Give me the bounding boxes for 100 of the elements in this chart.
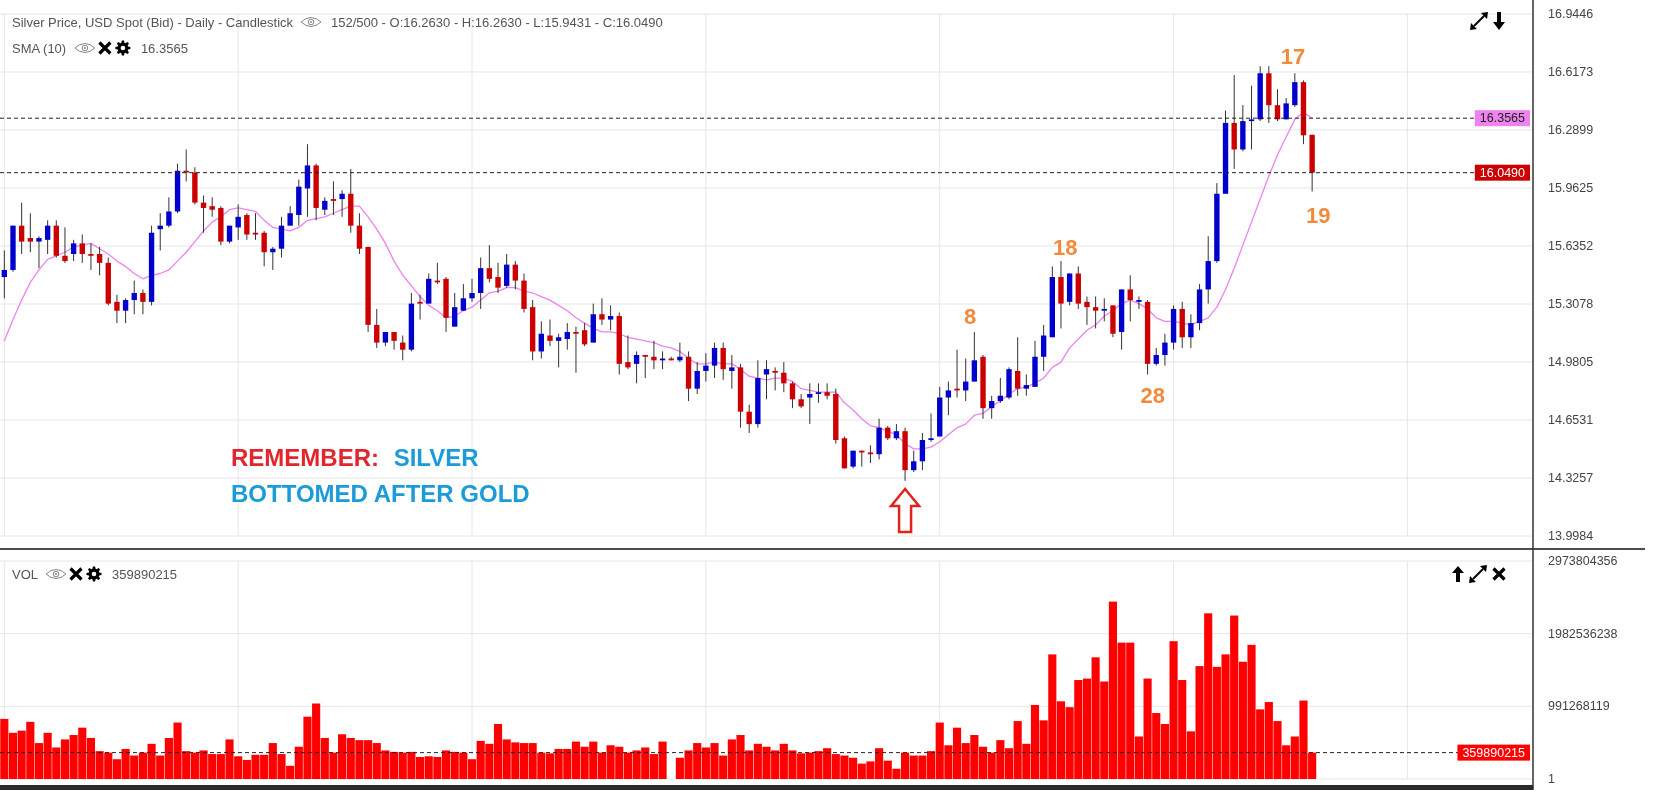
y-tick-label: 2973804356	[1548, 554, 1618, 568]
candlestick	[945, 381, 952, 416]
candlestick	[1014, 336, 1021, 397]
candlestick	[70, 239, 77, 262]
candlestick	[96, 246, 103, 276]
candlestick	[815, 382, 822, 404]
candlestick	[44, 219, 51, 255]
chart-title: Silver Price, USD Spot (Bid) - Daily - Candlestick	[12, 14, 294, 30]
candlestick	[564, 322, 570, 351]
y-tick-label: 14.9805	[1548, 354, 1594, 369]
candlestick	[1136, 296, 1142, 310]
candlestick	[304, 143, 311, 218]
candlestick	[36, 235, 42, 269]
candlestick	[720, 342, 726, 381]
candlestick	[1092, 296, 1099, 329]
candlestick	[503, 253, 510, 289]
candlestick	[209, 196, 215, 218]
candlestick	[244, 212, 250, 241]
candlestick	[694, 361, 700, 395]
candlestick	[512, 260, 519, 290]
candlestick	[235, 203, 241, 241]
candlestick	[772, 366, 778, 391]
candlestick	[625, 335, 631, 370]
candlestick	[114, 294, 120, 324]
candlestick	[729, 354, 735, 390]
candlestick	[452, 292, 458, 328]
candlestick	[599, 297, 605, 326]
candlestick	[633, 350, 640, 384]
candlestick	[911, 450, 917, 473]
annotation: 16.3565	[140, 40, 188, 56]
candlestick	[18, 202, 25, 255]
candlestick	[1040, 324, 1047, 372]
ref-line-label: 16.0490	[1479, 165, 1526, 180]
candlestick	[746, 404, 752, 434]
candlestick	[270, 246, 276, 271]
candlestick	[391, 331, 397, 351]
candlestick	[140, 288, 146, 315]
candlestick	[1023, 373, 1030, 397]
candlestick	[1162, 333, 1168, 367]
candlestick	[122, 297, 129, 324]
candlestick	[1248, 85, 1255, 150]
candlestick	[356, 212, 363, 255]
candlestick	[703, 352, 709, 383]
candlestick	[166, 196, 172, 228]
candlestick	[400, 335, 406, 361]
y-tick-label: 13.9984	[1548, 529, 1594, 543]
candlestick	[1188, 313, 1194, 349]
ref-line-label: 359890215	[1462, 745, 1526, 760]
candlestick	[287, 205, 293, 227]
candlestick	[131, 280, 137, 315]
candlestick	[27, 212, 33, 253]
candlestick	[573, 326, 579, 374]
annotation: 8	[963, 304, 977, 330]
candlestick	[971, 331, 978, 383]
candlestick	[677, 342, 683, 363]
candlestick	[330, 180, 337, 216]
candlestick	[651, 340, 657, 370]
candlestick	[824, 382, 830, 400]
candlestick	[261, 230, 267, 267]
candlestick	[1127, 274, 1133, 322]
ref-line-label: 16.3565	[1479, 111, 1526, 126]
annotation: 19	[1305, 202, 1331, 228]
candlestick	[555, 333, 562, 368]
chart-subtitle: 152/500 - O:16.2630 - H:16.2630 - L:15.9431 - C:16.0490	[331, 14, 663, 30]
candlestick	[252, 212, 259, 241]
annotation: SMA (10)	[12, 40, 67, 56]
y-tick-label: 1	[1548, 772, 1555, 786]
candlestick	[789, 381, 796, 409]
candlestick	[989, 395, 995, 420]
candlestick	[1101, 297, 1107, 322]
annotation: REMEMBER: SILVER BOTTOMED AFTER GOLD	[231, 443, 530, 507]
chart-title: VOL	[12, 566, 39, 582]
candlestick	[642, 354, 648, 379]
y-tick-label: 1982536238	[1548, 626, 1618, 641]
annotation: 18	[1053, 234, 1078, 260]
y-tick-label: 14.6531	[1548, 413, 1594, 427]
y-tick-label: 15.9625	[1548, 181, 1594, 196]
annotation: 28	[1140, 382, 1166, 408]
y-tick-label: 14.3257	[1548, 471, 1594, 486]
candlestick	[1084, 296, 1090, 326]
candlestick	[1, 249, 8, 299]
candlestick	[1292, 72, 1298, 108]
candlestick	[711, 342, 718, 379]
candlestick	[469, 278, 475, 303]
candlestick	[919, 432, 926, 471]
candlestick	[417, 294, 423, 321]
candlestick	[62, 226, 68, 264]
y-tick-label: 15.3078	[1548, 297, 1594, 311]
candlestick	[495, 262, 501, 294]
candlestick	[460, 283, 467, 312]
candlestick	[79, 234, 85, 264]
candlestick	[798, 393, 804, 409]
candlestick	[928, 412, 934, 443]
candlestick	[339, 189, 345, 218]
y-tick-label: 16.9446	[1548, 7, 1594, 21]
candlestick	[781, 361, 787, 393]
y-tick-label: 991268119	[1548, 699, 1610, 714]
annotation: 17	[1280, 43, 1306, 69]
candlestick	[374, 308, 380, 349]
candlestick	[547, 319, 553, 347]
